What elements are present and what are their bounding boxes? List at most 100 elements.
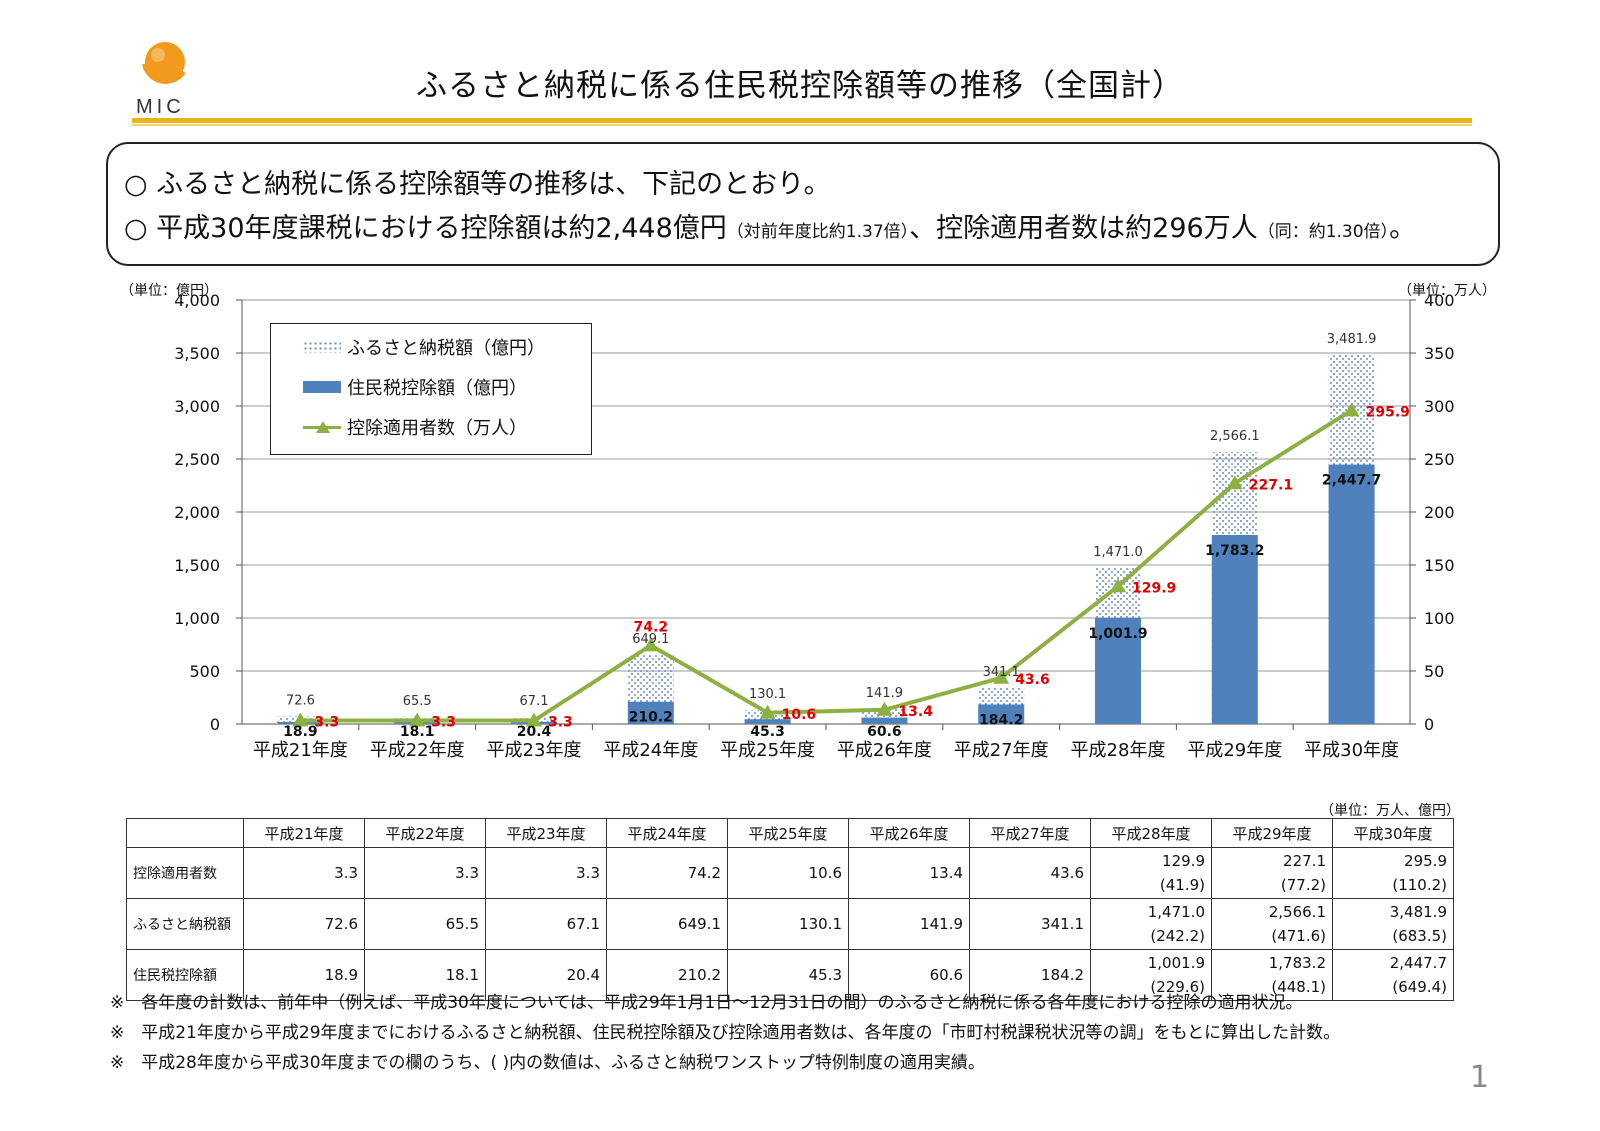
- right-tick-label: 250: [1424, 450, 1455, 469]
- applicants-line: [292, 402, 1360, 727]
- x-tick-label: 平成24年度: [603, 740, 698, 761]
- table-header: 平成28年度: [1090, 818, 1212, 848]
- table-cell-value: 45.3: [808, 966, 842, 984]
- table-cell-value: 13.4: [929, 864, 963, 882]
- table-cell-value: 65.5: [445, 915, 479, 933]
- footnote-2: ※ 平成21年度から平成29年度までにおけるふるさと納税額、住民税控除額及び控除…: [110, 1023, 1341, 1043]
- deduction-amount-bar: [1328, 464, 1375, 724]
- table-cell-value: 2,447.7: [1389, 954, 1447, 972]
- table-cell-value: 20.4: [566, 966, 600, 984]
- legend-label-deduction: 住民税控除額（億円）: [347, 378, 527, 399]
- table-cell: 74.2: [606, 847, 728, 899]
- axes: 0 500 1,000 1,500 2,000 2,500 3,000 3,500 4,000 0…: [174, 291, 1454, 761]
- right-tick-label: 50: [1424, 662, 1444, 681]
- summary-line-2-note-2: （同：約1.30倍）: [1257, 222, 1390, 242]
- page-title: ふるさと納税に係る住民税控除額等の推移（全国計）: [416, 68, 1184, 104]
- applicants-data-label: 74.2: [634, 619, 669, 635]
- right-tick-label: 350: [1424, 344, 1455, 363]
- table-row: 控除適用者数 3.3 3.3 3.3 74.2 10.6 13.4 43.6 129.9 (41.…: [126, 847, 1454, 899]
- summary-line-2-note-1: （対前年度比約1.37倍）: [726, 222, 910, 242]
- left-tick-label: 2,000: [174, 503, 220, 522]
- left-tick-label: 0: [210, 715, 220, 734]
- x-tick-label: 平成22年度: [370, 740, 465, 761]
- right-tick-label: 200: [1424, 503, 1455, 522]
- x-tick-label: 平成27年度: [954, 740, 1049, 761]
- table-cell: 129.9 (41.9): [1090, 847, 1212, 899]
- table-cell-value: 10.6: [808, 864, 842, 882]
- table-cell: 130.1: [727, 898, 849, 950]
- x-tick-label: 平成26年度: [837, 740, 932, 761]
- table-corner: [126, 818, 244, 848]
- table-cell-value: 1,001.9: [1147, 954, 1205, 972]
- deduction-data-label: 20.4: [517, 724, 552, 740]
- table-cell-onestop-value: (77.2): [1280, 876, 1326, 894]
- table-cell: 184.2: [969, 949, 1091, 1001]
- summary-line-2-end: 。: [1389, 213, 1417, 244]
- table-cell: 227.1 (77.2): [1211, 847, 1333, 899]
- x-tick-label: 平成25年度: [720, 740, 815, 761]
- table-cell-value: 130.1: [799, 915, 842, 933]
- legend-item-deduction: 住民税控除額（億円）: [303, 374, 527, 400]
- combo-chart: 0 500 1,000 1,500 2,000 2,500 3,000 3,500 4,000 0…: [174, 291, 1454, 761]
- table-cell-value: 3.3: [334, 864, 358, 882]
- table-header: 平成23年度: [485, 818, 607, 848]
- x-tick-label: 平成29年度: [1187, 740, 1282, 761]
- furusato-data-label: 1,471.0: [1093, 545, 1143, 560]
- deduction-amount-bar: [744, 719, 791, 724]
- deduction-amount-bar: [1211, 534, 1258, 724]
- table-header-row: 平成21年度 平成22年度 平成23年度 平成24年度 平成25年度 平成26年…: [126, 818, 1454, 848]
- left-tick-label: 500: [189, 662, 220, 681]
- table-cell-value: 227.1: [1283, 852, 1326, 870]
- data-table: 平成21年度 平成22年度 平成23年度 平成24年度 平成25年度 平成26年…: [126, 818, 1454, 1001]
- furusato-data-label: 65.5: [403, 694, 432, 709]
- table-cell-value: 74.2: [687, 864, 721, 882]
- table-cell-value: 341.1: [1041, 915, 1084, 933]
- table-cell-onestop-value: (683.5): [1392, 927, 1447, 945]
- table-cell: 3,481.9 (683.5): [1332, 898, 1454, 950]
- triangle-line-swatch-icon: [303, 421, 341, 433]
- deduction-amount-bar: [627, 701, 674, 724]
- table-cell: 13.4: [848, 847, 970, 899]
- left-tick-label: 3,000: [174, 397, 220, 416]
- deduction-data-label: 1,783.2: [1205, 543, 1264, 559]
- right-tick-label: 400: [1424, 291, 1455, 310]
- deduction-data-label: 18.1: [400, 724, 435, 740]
- table-cell-onestop-value: (649.4): [1392, 978, 1447, 996]
- table-header: 平成27年度: [969, 818, 1091, 848]
- table-row: ふるさと納税額 72.6 65.5 67.1 649.1 130.1 141.9 341.1 1…: [126, 898, 1454, 950]
- table-cell-value: 1,471.0: [1147, 903, 1205, 921]
- summary-line-2: ○ 平成30年度課税における控除額は約2,448億円（対前年度比約1.37倍）、…: [124, 206, 1416, 245]
- left-axis-unit: （単位：億円）: [120, 283, 218, 299]
- table-cell-onestop-value: (242.2): [1150, 927, 1205, 945]
- deduction-data-label: 45.3: [750, 724, 785, 740]
- footnote-3: ※ 平成28年度から平成30年度までの欄のうち、( )内の数値は、ふるさと納税ワ…: [110, 1053, 985, 1073]
- applicants-data-label: 43.6: [1015, 672, 1050, 688]
- right-tick-label: 0: [1424, 715, 1434, 734]
- legend-label-applicants: 控除適用者数（万人）: [347, 418, 527, 439]
- blue-bar-swatch-icon: [303, 381, 341, 393]
- table-cell: 3.3: [485, 847, 607, 899]
- table-cell: 18.1: [364, 949, 486, 1001]
- applicants-data-label: 295.9: [1366, 404, 1410, 420]
- table-cell: 67.1: [485, 898, 607, 950]
- furusato-data-label: 141.9: [866, 686, 903, 701]
- table-cell: 45.3: [727, 949, 849, 1001]
- left-tick-label: 1,500: [174, 556, 220, 575]
- applicants-point: [1110, 578, 1126, 593]
- furusato-data-label: 649.1: [632, 632, 669, 647]
- deduction-data-label: 210.2: [629, 710, 673, 726]
- table-cell: 295.9 (110.2): [1332, 847, 1454, 899]
- data-labels: 72.6 65.5 67.1 649.1 130.1 141.9 341.1 1,471.0 2…: [283, 332, 1410, 740]
- table-cell-value: 3.3: [576, 864, 600, 882]
- applicants-series-line: [300, 408, 1353, 723]
- applicants-data-label: 227.1: [1249, 477, 1293, 493]
- table-cell: 210.2: [606, 949, 728, 1001]
- deduction-amount-bar: [861, 717, 908, 724]
- right-tick-label: 150: [1424, 556, 1455, 575]
- table-unit: （単位：万人、億円）: [1320, 803, 1460, 819]
- table-cell: 20.4: [485, 949, 607, 1001]
- deduction-data-label: 184.2: [979, 712, 1023, 728]
- x-tick-label: 平成23年度: [487, 740, 582, 761]
- mic-logo-icon: [142, 42, 186, 84]
- table-cell-value: 141.9: [920, 915, 963, 933]
